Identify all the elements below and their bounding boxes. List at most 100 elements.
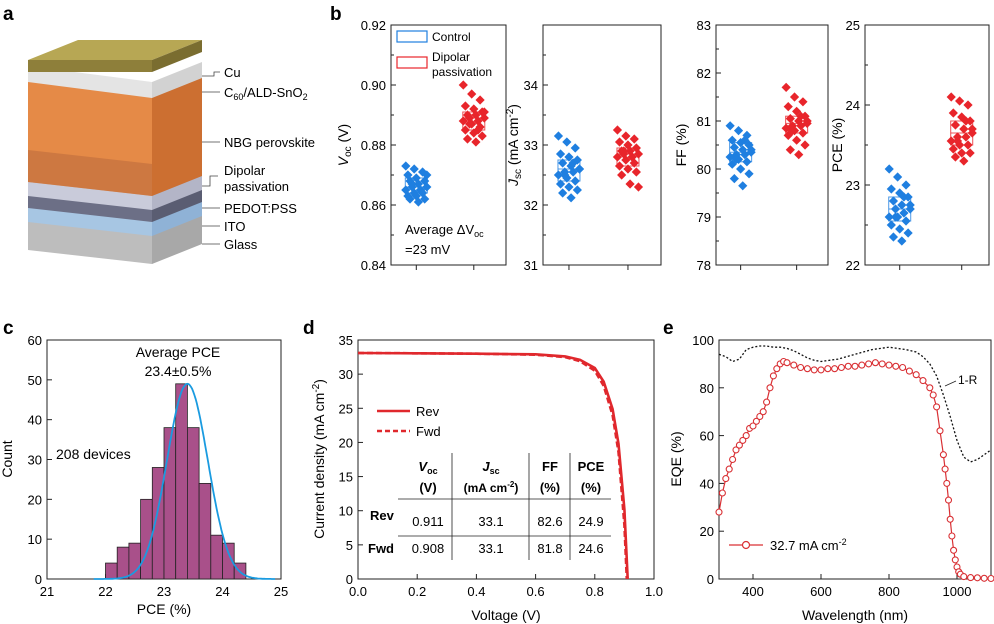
ff-ytick-label: 81	[697, 114, 711, 129]
voc-ytick-label: 0.86	[361, 198, 386, 213]
table-row-rev-label: Rev	[370, 508, 395, 523]
voc-point	[458, 116, 468, 126]
eqe-point	[960, 573, 968, 581]
eqe-point	[851, 362, 859, 370]
voc-point	[418, 167, 428, 177]
label-ito: ITO	[224, 219, 245, 234]
jv-ytick-label: 25	[339, 401, 353, 416]
jsc-ytick-label: 34	[524, 78, 538, 93]
ff-point	[727, 135, 737, 145]
table-fwd-ff: 81.8	[537, 541, 562, 556]
histogram-bar	[116, 546, 130, 580]
pce-point	[899, 192, 909, 202]
jv-xtick-label: 0.0	[349, 584, 367, 599]
eqe-point	[926, 384, 934, 392]
table-fwd-voc: 0.908	[412, 541, 445, 556]
hist-xtick-label: 22	[98, 584, 112, 599]
one-minus-r-arrow	[944, 380, 957, 387]
jsc-point	[553, 170, 564, 180]
pce-point	[886, 220, 896, 230]
eqe-point	[715, 508, 723, 516]
pce-point	[963, 100, 973, 110]
eqe-point	[763, 398, 771, 406]
label-glass: Glass	[224, 237, 258, 252]
eqe-point	[722, 475, 730, 483]
jsc-point	[629, 134, 639, 144]
eqe-point	[946, 515, 954, 523]
ff-point	[740, 150, 750, 160]
voc-point	[403, 170, 413, 180]
eqe-point	[933, 403, 941, 411]
average-delta-voc-annotation: Average ΔVoc	[405, 222, 484, 239]
jv-ytick-label: 10	[339, 504, 353, 519]
voc-ytick-label: 0.88	[361, 138, 386, 153]
voc-point	[413, 179, 423, 189]
eqe-xtick-label: 400	[742, 584, 764, 599]
device-stack-diagram: Cu C60/ALD-SnO2 NBG perovskite Dipolar p…	[28, 40, 315, 264]
table-header-voc-unit: (V)	[419, 480, 436, 495]
voc-point	[467, 89, 477, 99]
hist-ytick-label: 60	[28, 333, 42, 348]
legend-rev-label: Rev	[416, 404, 440, 419]
legend-dipolar-label-1: Dipolar	[432, 50, 470, 64]
jsc-point	[631, 167, 641, 177]
table-header-ff: FF	[542, 459, 558, 474]
jv-xtick-label: 0.6	[527, 584, 545, 599]
legend-control-label: Control	[432, 30, 471, 44]
pce-point	[946, 136, 956, 146]
jv-ytick-label: 15	[339, 470, 353, 485]
panel-label-e: e	[663, 318, 674, 339]
ff-point	[742, 157, 752, 167]
eqe-point	[766, 384, 774, 392]
voc-point	[407, 179, 417, 189]
eqe-point	[732, 446, 740, 454]
jsc-point	[570, 143, 580, 153]
histogram-xlabel: PCE (%)	[137, 601, 191, 617]
voc-point	[475, 122, 485, 132]
ff-point	[785, 145, 795, 155]
jsc-point	[566, 193, 576, 203]
voc-ytick-label: 0.84	[361, 258, 386, 273]
voc-point	[469, 128, 479, 138]
voc-point	[479, 107, 489, 117]
hist-ytick-label: 50	[28, 373, 42, 388]
panel-d: Current density (mA cm-2) Voltage (V) Re…	[311, 333, 663, 623]
eqe-point	[973, 574, 981, 582]
eqe-point	[759, 408, 767, 416]
jsc-point	[553, 131, 564, 141]
jv-parameter-table: Voc (V) Jsc (mA cm-2) FF (%) PCE (%) Rev…	[368, 453, 611, 560]
gaussian-fit-curve	[93, 382, 276, 580]
eqe-point	[885, 361, 893, 369]
jv-ylabel: Current density (mA cm-2)	[311, 379, 327, 539]
pce-point	[905, 200, 915, 210]
pce-ytick-label: 24	[846, 98, 860, 113]
jsc-ytick-label: 31	[524, 258, 538, 273]
device-count-annotation: 208 devices	[56, 446, 131, 462]
cu-layer-side	[152, 40, 202, 72]
pce-point	[897, 200, 907, 210]
table-rev-pce: 24.9	[578, 514, 603, 529]
legend-control-swatch	[396, 30, 428, 43]
panel-c: Count PCE (%) Average PCE 23.4±0.5% 208 …	[0, 333, 288, 617]
eqe-point	[837, 363, 845, 372]
cu-layer-top	[28, 40, 202, 60]
eqe-point	[749, 422, 757, 430]
ff-point	[796, 111, 806, 121]
jsc-point	[614, 161, 625, 171]
eqe-point	[951, 556, 959, 564]
hist-ytick-label: 30	[28, 453, 42, 468]
jsc-point	[612, 125, 623, 135]
one-minus-r-curve	[718, 345, 992, 463]
table-rev-jsc: 33.1	[478, 514, 503, 529]
cu-layer-front	[28, 60, 152, 72]
ito-layer-front	[28, 206, 152, 236]
pce-point	[950, 120, 961, 130]
eqe-ytick-label: 40	[700, 476, 714, 491]
eqe-point	[878, 360, 886, 368]
pce-point	[957, 148, 967, 158]
jsc-point	[562, 137, 572, 147]
perovskite-layer-side	[152, 76, 202, 196]
voc-point	[418, 188, 428, 198]
pce-point	[946, 92, 956, 102]
jsc-ylabel: Jsc (mA cm-2)	[505, 104, 524, 187]
